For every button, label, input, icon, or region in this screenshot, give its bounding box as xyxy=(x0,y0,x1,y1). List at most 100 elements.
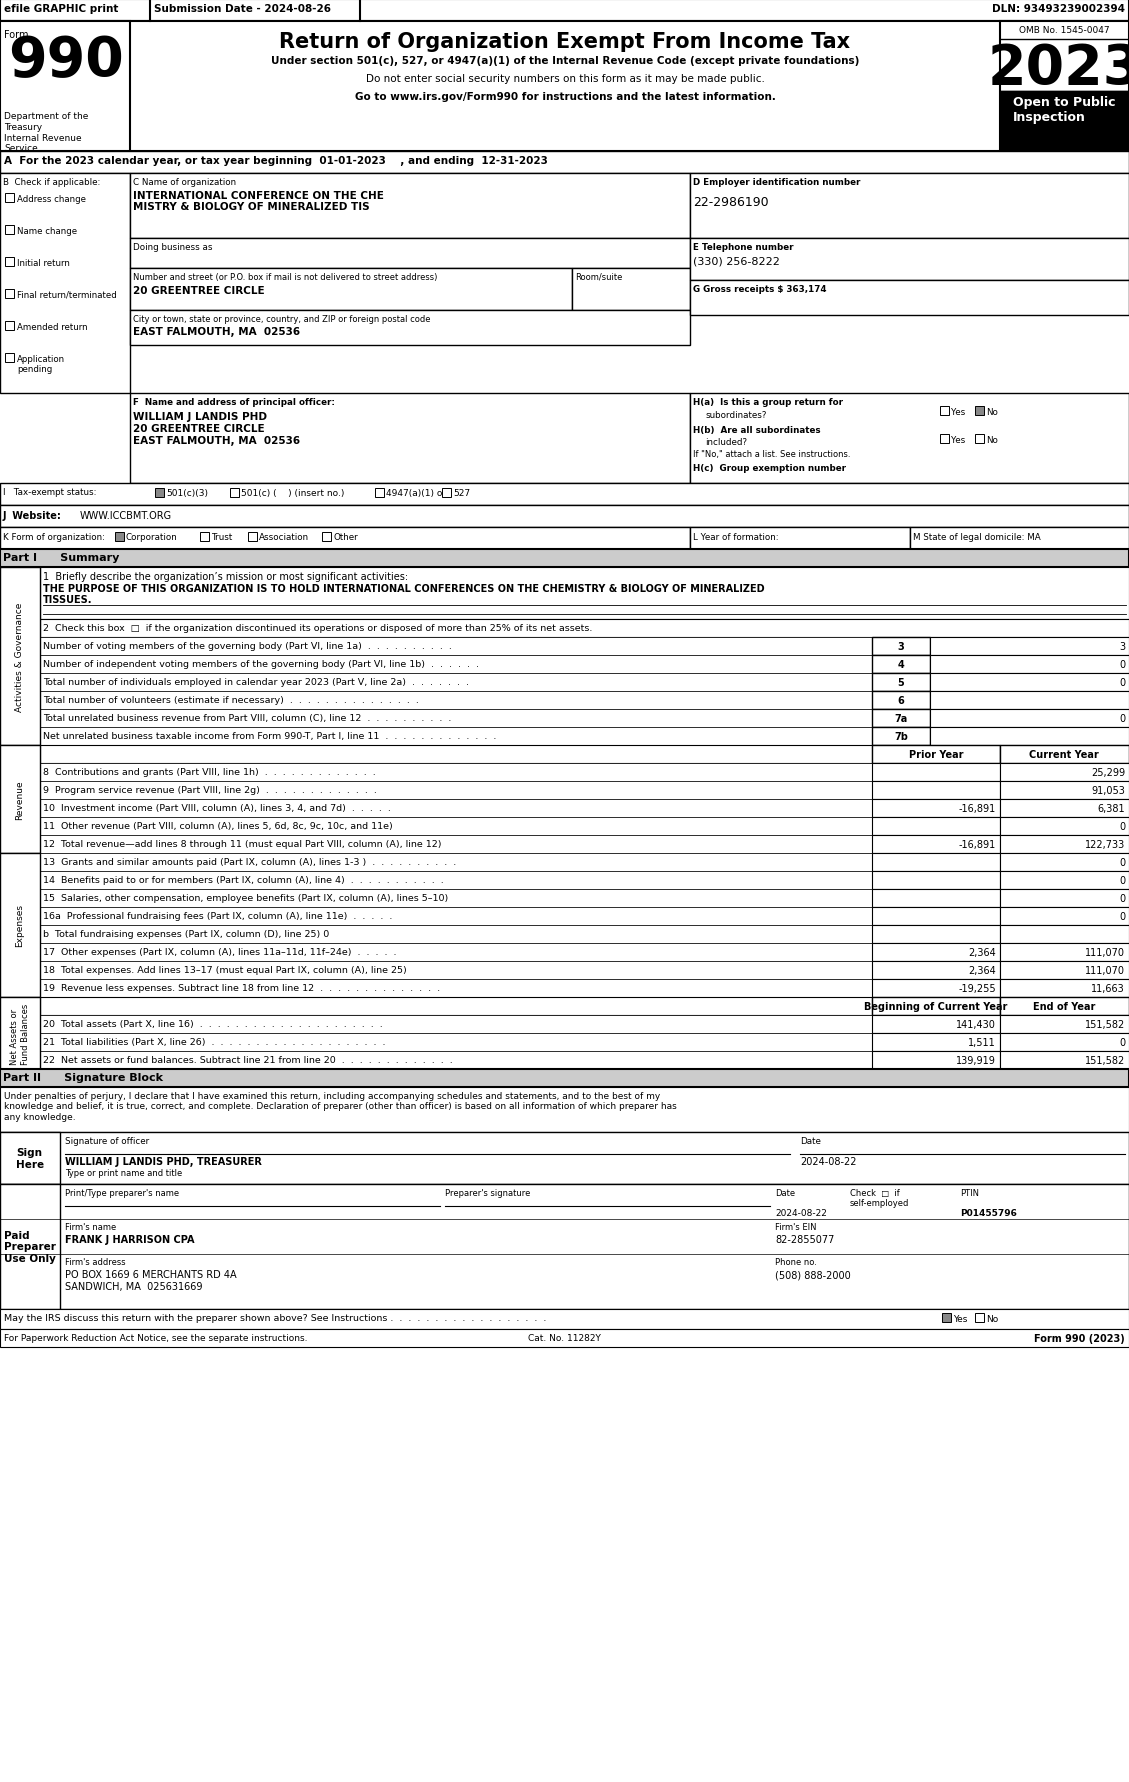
Text: J  Website:: J Website: xyxy=(3,511,62,520)
Bar xyxy=(872,889,1000,907)
Text: Expenses: Expenses xyxy=(16,903,25,946)
Bar xyxy=(40,763,872,782)
Text: Association: Association xyxy=(259,533,309,542)
Bar xyxy=(40,818,872,836)
Text: K Form of organization:: K Form of organization: xyxy=(3,533,105,542)
Bar xyxy=(40,1034,872,1051)
Text: Under section 501(c), 527, or 4947(a)(1) of the Internal Revenue Code (except pr: Under section 501(c), 527, or 4947(a)(1)… xyxy=(271,55,859,66)
Bar xyxy=(872,709,930,727)
Text: E Telephone number: E Telephone number xyxy=(693,242,794,251)
Text: 5: 5 xyxy=(898,677,904,688)
Text: Activities & Governance: Activities & Governance xyxy=(16,602,25,711)
Text: Type or print name and title: Type or print name and title xyxy=(65,1169,182,1178)
Bar xyxy=(155,488,164,497)
Bar xyxy=(1000,745,1129,763)
Bar xyxy=(0,998,40,1069)
Bar xyxy=(572,269,690,310)
Bar xyxy=(0,1132,1129,1185)
Text: Firm's EIN: Firm's EIN xyxy=(774,1222,816,1231)
Bar xyxy=(942,1313,951,1322)
Text: 15  Salaries, other compensation, employee benefits (Part IX, column (A), lines : 15 Salaries, other compensation, employe… xyxy=(43,893,448,902)
Bar xyxy=(1000,21,1129,151)
Bar xyxy=(1000,818,1129,836)
Text: 501(c) (    ) (insert no.): 501(c) ( ) (insert no.) xyxy=(240,488,344,497)
Bar xyxy=(5,194,14,203)
Text: Net unrelated business taxable income from Form 990-T, Part I, line 11  .  .  . : Net unrelated business taxable income fr… xyxy=(43,732,497,741)
Text: 151,582: 151,582 xyxy=(1085,1019,1124,1030)
Text: Room/suite: Room/suite xyxy=(575,273,622,282)
Bar xyxy=(0,1069,1129,1087)
Text: Check  □  if
self-employed: Check □ if self-employed xyxy=(850,1189,909,1208)
Text: 0: 0 xyxy=(1119,875,1124,886)
Bar xyxy=(40,620,1129,638)
Bar xyxy=(690,239,1129,282)
Bar xyxy=(975,406,984,415)
Text: 111,070: 111,070 xyxy=(1085,948,1124,957)
Text: A  For the 2023 calendar year, or tax year beginning  01-01-2023    , and ending: A For the 2023 calendar year, or tax yea… xyxy=(5,155,548,166)
Text: Doing business as: Doing business as xyxy=(133,242,212,251)
Bar xyxy=(872,836,1000,854)
Text: Number and street (or P.O. box if mail is not delivered to street address): Number and street (or P.O. box if mail i… xyxy=(133,273,437,282)
Text: 10  Investment income (Part VIII, column (A), lines 3, 4, and 7d)  .  .  .  .  .: 10 Investment income (Part VIII, column … xyxy=(43,804,391,813)
Text: D Employer identification number: D Employer identification number xyxy=(693,178,860,187)
Bar xyxy=(40,925,872,943)
Bar xyxy=(872,980,1000,998)
Bar xyxy=(690,282,1129,315)
Text: 4: 4 xyxy=(898,659,904,670)
Text: Submission Date - 2024-08-26: Submission Date - 2024-08-26 xyxy=(154,4,331,14)
Bar xyxy=(0,21,1129,151)
Text: 122,733: 122,733 xyxy=(1085,839,1124,850)
Text: Number of independent voting members of the governing body (Part VI, line 1b)  .: Number of independent voting members of … xyxy=(43,659,479,668)
Bar xyxy=(1000,93,1129,151)
Text: Part I      Summary: Part I Summary xyxy=(3,552,120,563)
Text: Department of the: Department of the xyxy=(5,112,88,121)
Text: Prior Year: Prior Year xyxy=(909,750,963,759)
Text: 8  Contributions and grants (Part VIII, line 1h)  .  .  .  .  .  .  .  .  .  .  : 8 Contributions and grants (Part VIII, l… xyxy=(43,768,376,777)
Bar xyxy=(940,435,949,444)
Text: PO BOX 1669 6 MERCHANTS RD 4A: PO BOX 1669 6 MERCHANTS RD 4A xyxy=(65,1269,237,1279)
Text: subordinates?: subordinates? xyxy=(704,412,767,421)
Text: Trust: Trust xyxy=(211,533,233,542)
Bar xyxy=(1000,889,1129,907)
Text: For Paperwork Reduction Act Notice, see the separate instructions.: For Paperwork Reduction Act Notice, see … xyxy=(5,1333,307,1342)
Bar xyxy=(0,1185,1129,1310)
Text: 20 GREENTREE CIRCLE: 20 GREENTREE CIRCLE xyxy=(133,424,264,433)
Text: 0: 0 xyxy=(1119,857,1124,868)
Text: Application
pending: Application pending xyxy=(17,355,65,374)
Text: Part II      Signature Block: Part II Signature Block xyxy=(3,1073,163,1082)
Bar xyxy=(40,568,1129,620)
Text: Cat. No. 11282Y: Cat. No. 11282Y xyxy=(528,1333,601,1342)
Text: 11,663: 11,663 xyxy=(1092,984,1124,993)
Text: 1,511: 1,511 xyxy=(969,1037,996,1048)
Text: B  Check if applicable:: B Check if applicable: xyxy=(3,178,100,187)
Text: Revenue: Revenue xyxy=(16,781,25,820)
Text: Initial return: Initial return xyxy=(17,258,70,267)
Text: FRANK J HARRISON CPA: FRANK J HARRISON CPA xyxy=(65,1235,194,1244)
Text: L Year of formation:: L Year of formation: xyxy=(693,533,779,542)
Bar xyxy=(872,854,1000,871)
Bar xyxy=(872,871,1000,889)
Bar xyxy=(1000,943,1129,962)
Text: H(c)  Group exemption number: H(c) Group exemption number xyxy=(693,463,846,472)
Bar xyxy=(1000,980,1129,998)
Bar xyxy=(872,800,1000,818)
Text: 2,364: 2,364 xyxy=(969,948,996,957)
Text: Signature of officer: Signature of officer xyxy=(65,1137,149,1146)
Text: 21  Total liabilities (Part X, line 26)  .  .  .  .  .  .  .  .  .  .  .  .  .  : 21 Total liabilities (Part X, line 26) .… xyxy=(43,1037,385,1046)
Text: 0: 0 xyxy=(1119,677,1124,688)
Bar xyxy=(248,533,257,542)
Bar xyxy=(872,727,930,745)
Bar xyxy=(1000,871,1129,889)
Text: If "No," attach a list. See instructions.: If "No," attach a list. See instructions… xyxy=(693,449,850,458)
Text: Amended return: Amended return xyxy=(17,323,88,331)
Bar xyxy=(0,854,40,998)
Text: 1  Briefly describe the organization’s mission or most significant activities:: 1 Briefly describe the organization’s mi… xyxy=(43,572,408,581)
Bar xyxy=(1000,763,1129,782)
Bar xyxy=(1000,800,1129,818)
Text: Paid
Preparer
Use Only: Paid Preparer Use Only xyxy=(5,1230,56,1263)
Bar xyxy=(940,406,949,415)
Text: 2  Check this box  □  if the organization discontinued its operations or dispose: 2 Check this box □ if the organization d… xyxy=(43,624,593,633)
Bar xyxy=(930,727,1129,745)
Text: Address change: Address change xyxy=(17,194,86,203)
Text: No: No xyxy=(986,437,998,446)
